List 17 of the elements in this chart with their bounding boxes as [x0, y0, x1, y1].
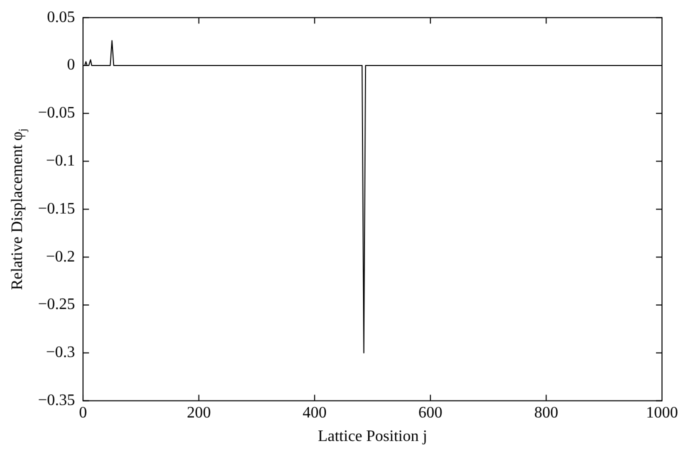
- y-tick-label: 0: [67, 56, 76, 74]
- y-axis-title: Relative Displacement φj: [9, 128, 29, 290]
- y-tick-label: −0.2: [46, 248, 76, 266]
- y-tick-label: 0.05: [47, 8, 76, 26]
- y-tick-label: −0.25: [38, 296, 76, 314]
- x-tick-label: 600: [418, 404, 442, 422]
- y-tick-label: −0.05: [38, 104, 76, 122]
- x-axis-title: Lattice Position j: [318, 428, 428, 446]
- y-tick-label: −0.1: [46, 152, 76, 170]
- x-tick-label: 200: [186, 404, 211, 422]
- y-tick-label: −0.3: [46, 344, 76, 362]
- y-tick-label: −0.35: [38, 392, 76, 410]
- x-tick-label: 1000: [646, 404, 678, 422]
- x-tick-label: 800: [534, 404, 558, 422]
- x-tick-label: 400: [302, 404, 327, 422]
- y-tick-label: −0.15: [38, 200, 76, 218]
- x-tick-label: 0: [79, 404, 88, 422]
